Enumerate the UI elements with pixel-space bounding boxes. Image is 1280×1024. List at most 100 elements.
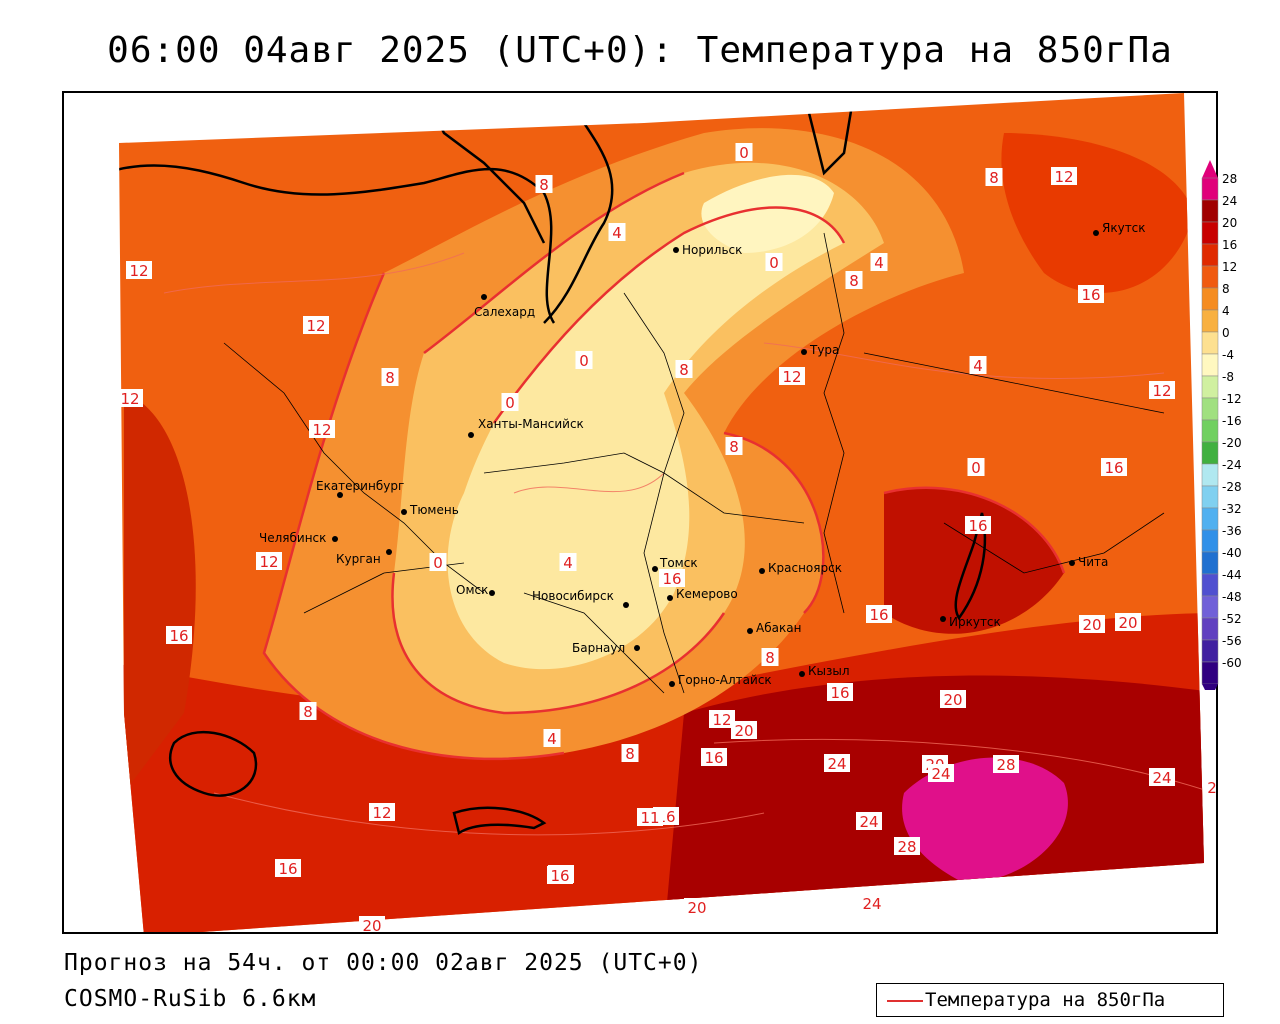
city-chelyabinsk[interactable]: Челябинск [259,531,338,545]
svg-text:24: 24 [827,755,846,773]
contour-label: 20 [940,690,966,709]
colorbar-tick-label: 8 [1222,282,1230,296]
svg-text:Якутск: Якутск [1102,221,1146,235]
svg-text:8: 8 [765,649,775,667]
contour-labels: 0844812048121216880012412121612800416128… [117,143,1216,934]
city-kyzyl[interactable]: Кызыл [799,664,850,678]
svg-text:16: 16 [830,684,849,702]
city-tyumen[interactable]: Тюмень [401,503,459,517]
colorbar-swatch [1201,595,1219,619]
colorbar-tick-label: 4 [1222,304,1230,318]
temp-zone-0 [447,207,844,670]
svg-text:4: 4 [874,254,884,272]
contour-label: 24 [856,812,882,831]
contour-label: 16 [1078,285,1104,304]
city-novosibirsk[interactable]: Новосибирск [532,589,629,608]
city-gorno-altaysk[interactable]: Горно-Алтайск [669,673,772,687]
svg-text:20: 20 [687,899,706,917]
contour-label: 12 [303,316,329,335]
city-yekaterinburg[interactable]: Екатеринбург [316,479,404,498]
svg-text:12: 12 [1152,382,1171,400]
svg-text:8: 8 [849,272,859,290]
contour-label: 24 [859,894,885,913]
contour-label: 0 [735,143,753,162]
contour-label: 28 [993,755,1019,774]
svg-text:20: 20 [362,917,381,934]
svg-text:12: 12 [782,368,801,386]
colorbar-swatch [1201,199,1219,223]
city-chita[interactable]: Чита [1069,555,1108,569]
colorbar-swatch [1201,221,1219,245]
svg-text:12: 12 [712,711,731,729]
city-yakutsk[interactable]: Якутск [1093,221,1146,236]
city-irkutsk[interactable]: Иркутск [940,615,1001,629]
svg-text:Тюмень: Тюмень [409,503,459,517]
city-tura[interactable]: Тура [801,343,839,357]
city-norilsk[interactable]: Норильск [673,243,742,257]
temp-zone-ne-14 [1001,133,1194,293]
contour-label: 12 [369,803,395,822]
svg-text:Красноярск: Красноярск [768,561,842,575]
svg-text:11: 11 [640,809,659,827]
svg-text:Омск: Омск [456,583,488,597]
svg-text:4: 4 [563,554,573,572]
contour-label: 12 [1149,381,1175,400]
colorbar-tick-label: -52 [1222,612,1242,626]
contour-label: 0 [429,553,447,572]
svg-text:12: 12 [129,262,148,280]
svg-text:Кызыл: Кызыл [808,664,850,678]
contour-label: 24 [928,764,954,783]
temperature-map: Норильск Салехард Тура Якутск Ханты-Манс… [62,91,1218,934]
svg-text:0: 0 [739,144,749,162]
city-krasnoyarsk[interactable]: Красноярск [759,561,842,575]
city-abakan[interactable]: Абакан [747,621,801,635]
svg-text:20: 20 [734,722,753,740]
svg-text:0: 0 [579,352,589,370]
contour-label: 11 [637,808,663,827]
colorbar-tick-label: -36 [1222,524,1242,538]
contour-label: 20 [1115,613,1141,632]
city-omsk[interactable]: Омск [456,583,495,597]
contour-label: 12 [256,552,282,571]
svg-text:Абакан: Абакан [756,621,801,635]
colorbar-swatch [1201,309,1219,333]
colorbar-tick-label: -20 [1222,436,1242,450]
contour-label: 16 [659,569,685,588]
city-kemerovo[interactable]: Кемерово [667,587,738,601]
city-tomsk[interactable]: Томск [652,556,698,572]
contour-label: 16 [275,859,301,878]
svg-text:16: 16 [869,606,888,624]
colorbar-swatch [1201,573,1219,597]
contour-label: 20 [731,721,757,740]
city-barnaul[interactable]: Барнаул [572,641,640,655]
contour-label: 8 [299,702,317,721]
city-salekhard[interactable]: Салехард [474,294,535,319]
contour-label: 8 [675,360,693,379]
contour-label: 0 [575,351,593,370]
contour-label: 24 [1149,768,1175,787]
contour-label: 20 [684,898,710,917]
colorbar-swatch [1201,441,1219,465]
colorbar-swatch [1201,265,1219,289]
contour-label: 8 [725,437,743,456]
city-khanty-mansiysk[interactable]: Ханты-Мансийск [468,417,584,438]
colorbar-tick-label: -44 [1222,568,1242,582]
map-canvas: Норильск Салехард Тура Якутск Ханты-Манс… [117,93,1216,934]
temp-zone-neg4 [701,174,834,253]
svg-text:16: 16 [550,867,569,885]
svg-text:Екатеринбург: Екатеринбург [316,479,404,493]
svg-text:Чита: Чита [1078,555,1108,569]
svg-text:12: 12 [120,390,139,408]
city-kurgan[interactable]: Курган [336,549,392,566]
colorbar-tick-label: 28 [1222,172,1238,186]
svg-text:0: 0 [433,554,443,572]
contour-label: 4 [870,253,888,272]
svg-text:16: 16 [662,570,681,588]
svg-text:8: 8 [989,169,999,187]
contour-label: 12 [709,710,735,729]
colorbar-swatch [1201,331,1219,355]
colorbar-tick-label: -60 [1222,656,1242,670]
colorbar-swatch [1201,507,1219,531]
svg-text:8: 8 [625,745,635,763]
colorbar-swatch [1201,639,1219,663]
